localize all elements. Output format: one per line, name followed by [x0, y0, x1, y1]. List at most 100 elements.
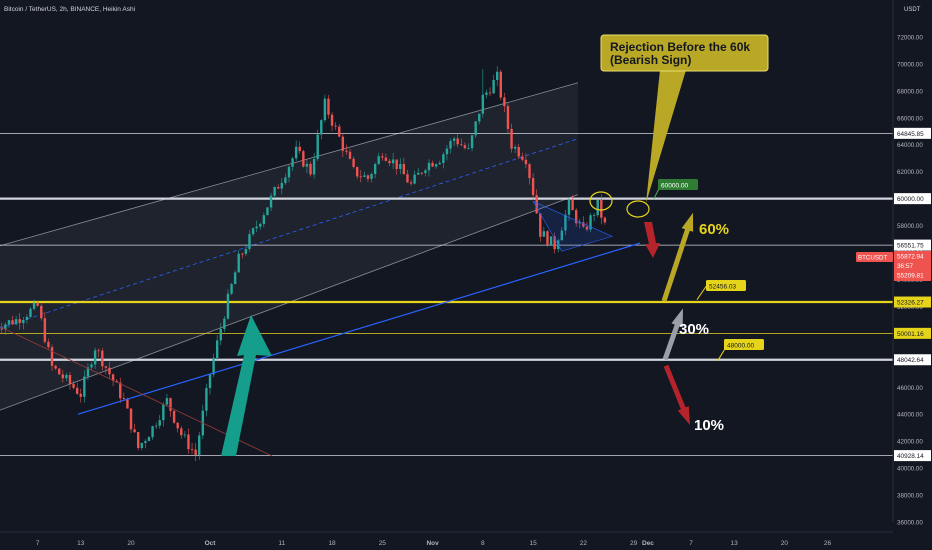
candle-body [338, 126, 341, 137]
time-tick-label: 15 [529, 540, 537, 547]
candle-body [144, 441, 147, 443]
candle-body [345, 150, 348, 152]
candle-body [248, 234, 251, 250]
candle-body [474, 121, 477, 136]
candle-body [287, 166, 291, 178]
candle-body [399, 163, 402, 169]
candle-body [578, 222, 581, 224]
callout: Rejection Before the 60k (Bearish Sign) [600, 34, 769, 72]
callout-subtitle: (Bearish Sign) [610, 53, 691, 67]
candle-body [603, 217, 607, 223]
candle-body [316, 134, 319, 159]
candle-body [180, 428, 183, 436]
candle-body [431, 162, 434, 167]
time-tick-label: 20 [127, 540, 135, 547]
candle-body [266, 207, 269, 216]
candle-body [47, 341, 50, 348]
level-axis-label: 50001.16 [897, 331, 924, 338]
callout-box [600, 34, 769, 72]
candle-body [255, 226, 258, 229]
candle-body [377, 156, 380, 165]
candle-body [542, 231, 546, 237]
time-tick-label: Oct [205, 540, 217, 547]
candle-body [553, 236, 556, 250]
candle-body [496, 71, 499, 80]
candle-body [517, 147, 520, 157]
target-label-52456: 52456.03 [709, 284, 736, 291]
scenario-arrow-30 [662, 308, 683, 361]
candle-body [366, 175, 370, 179]
candle-body [499, 71, 502, 98]
price-tick-label: 46000.00 [897, 385, 923, 392]
target-label-52456-bg [706, 280, 746, 291]
candle-body [176, 422, 179, 429]
candle-body [327, 98, 330, 115]
time-tick-label: 20 [781, 540, 789, 547]
candle-body [133, 429, 136, 433]
candle-body [302, 151, 305, 167]
candle-body [427, 162, 431, 171]
callout-pointer [646, 70, 686, 203]
small-red-arrow [644, 222, 660, 258]
candle-body [478, 113, 481, 122]
candle-body [93, 350, 97, 365]
candle-body [277, 187, 280, 189]
scenario-label-10: 10% [694, 417, 724, 434]
time-tick-label: 26 [824, 540, 832, 547]
price-tick-label: 40000.00 [897, 466, 923, 473]
candle-body [43, 318, 47, 342]
level-axis-label: 60000.00 [897, 196, 924, 203]
current-price-bg [894, 251, 931, 281]
candle-body [129, 408, 133, 430]
candle-body [395, 159, 398, 169]
current-price-value: 55872.94 [897, 254, 924, 261]
drawings: 60% 30% 10% 60000.00 52456.03 48000.00 [0, 70, 764, 457]
candle-body [330, 114, 334, 126]
price-tick-label: 66000.00 [897, 115, 923, 122]
candle-body [223, 318, 226, 329]
candle-body [198, 435, 201, 456]
candle-body [36, 302, 39, 306]
time-tick-label: 18 [328, 540, 336, 547]
candle-body [0, 328, 3, 330]
time-tick-label: 11 [278, 540, 285, 547]
candle-body [363, 175, 366, 177]
level-axis-bg-6 [894, 450, 931, 462]
candle-body [40, 305, 43, 319]
time-tick-label: 7 [689, 540, 693, 547]
teal-up-arrow [221, 315, 272, 456]
candle-body [513, 147, 517, 149]
candle-body [104, 366, 108, 368]
candle-body [417, 172, 420, 175]
candle-body [460, 144, 463, 146]
candle-body [97, 350, 100, 352]
price-tick-label: 64000.00 [897, 142, 923, 149]
candle-body [463, 145, 467, 149]
candle-body [320, 120, 323, 135]
time-tick-label: Dec [642, 540, 654, 547]
chart-title: Bitcoin / TetherUS, 2h, BINANCE, Heikin … [4, 6, 135, 13]
candle-body [359, 176, 362, 178]
candle-body [72, 383, 75, 388]
candle-body [172, 410, 176, 423]
level-axis-bg-0 [894, 127, 931, 139]
level-axis-bg-2 [894, 239, 931, 251]
candle-body [165, 398, 169, 405]
blue-trendline [77, 242, 641, 415]
candle-body [75, 387, 79, 394]
scenario-label-60: 60% [699, 221, 729, 238]
rejection-ellipse-1 [589, 191, 613, 211]
candle-body [7, 320, 11, 325]
candle-body [424, 170, 427, 174]
candle-body [65, 375, 68, 379]
candle-body [528, 164, 531, 179]
level-axis-bg-1 [894, 193, 931, 205]
callout-title: Rejection Before the 60k [610, 40, 750, 54]
candle-body [370, 174, 373, 179]
price-tick-label: 36000.00 [897, 520, 923, 527]
time-tick-label: 25 [379, 540, 387, 547]
candle-body [485, 92, 488, 95]
candle-body [219, 328, 222, 341]
level-axis-label: 64845.85 [897, 131, 924, 138]
